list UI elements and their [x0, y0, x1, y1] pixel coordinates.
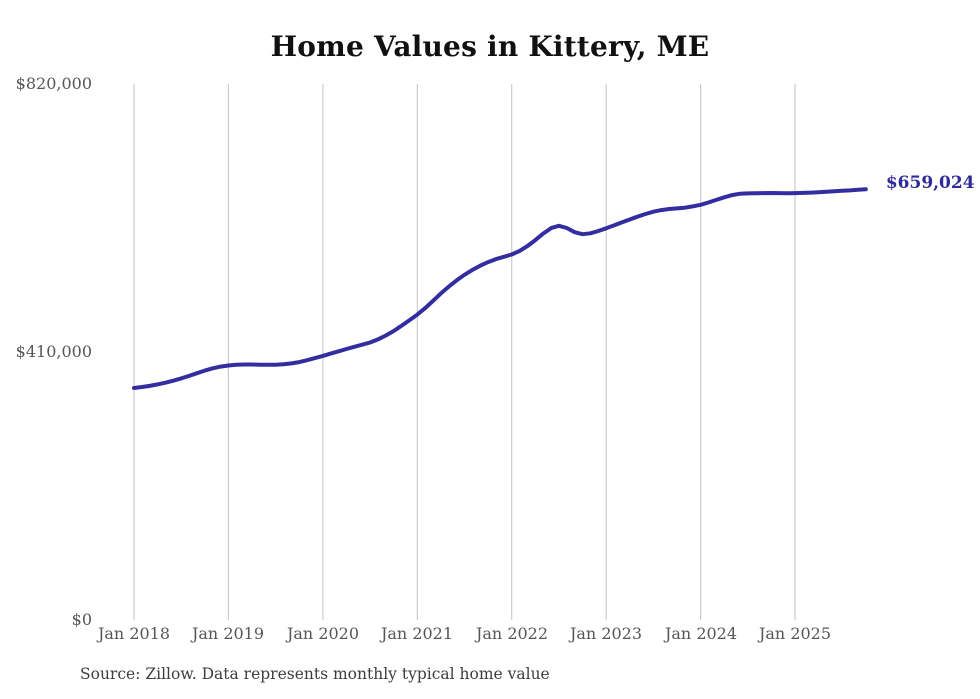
latest-value-label: $659,024 [885, 173, 975, 194]
y-axis-tick-410000: $410,000 [15, 342, 92, 361]
y-axis-tick-0: $0 [71, 610, 92, 629]
y-axis-tick-820000: $820,000 [15, 74, 92, 93]
x-axis-tick-jan-2018: Jan 2018 [97, 624, 171, 643]
source-note: Source: Zillow. Data represents monthly … [80, 665, 550, 683]
x-axis-tick-jan-2025: Jan 2025 [758, 624, 832, 643]
chart-title: Home Values in Kittery, ME [270, 30, 710, 63]
x-axis-tick-jan-2019: Jan 2019 [191, 624, 265, 643]
x-axis-tick-jan-2020: Jan 2020 [286, 624, 360, 643]
x-axis-tick-jan-2022: Jan 2022 [475, 624, 549, 643]
x-axis-tick-jan-2021: Jan 2021 [380, 624, 454, 643]
x-axis-tick-jan-2024: Jan 2024 [664, 624, 738, 643]
x-axis-tick-jan-2023: Jan 2023 [569, 624, 643, 643]
